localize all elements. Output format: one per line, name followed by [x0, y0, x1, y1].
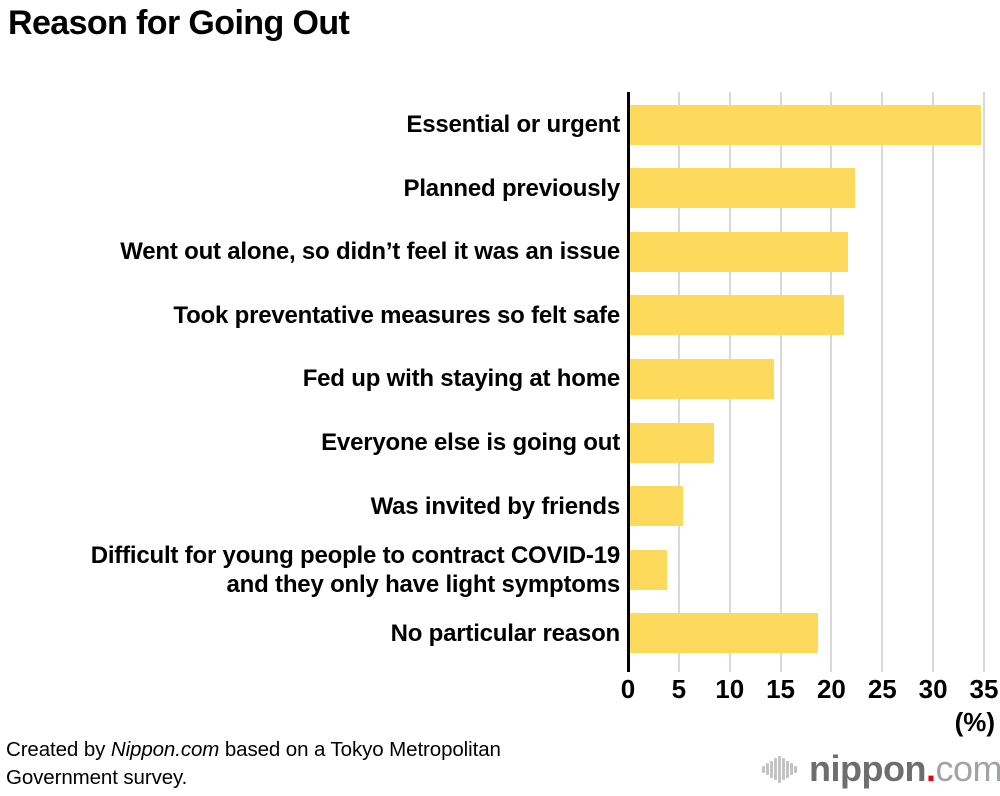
bar: [630, 231, 848, 272]
credit-text: Created by Nippon.com based on a Tokyo M…: [6, 736, 501, 791]
bar: [630, 486, 683, 527]
category-label: Went out alone, so didn’t feel it was an…: [120, 238, 620, 266]
category-label: Planned previously: [403, 174, 621, 202]
nippon-logo: nippon.com: [762, 746, 1000, 792]
x-tick-label: 25: [867, 674, 897, 704]
gridline: [881, 92, 884, 672]
logo-name: nippon: [809, 748, 926, 789]
bar: [630, 168, 855, 209]
logo-tld: com: [935, 748, 1000, 789]
bar: [630, 613, 819, 654]
credit-line1-suffix: based on a Tokyo Metropolitan: [219, 738, 501, 761]
sound-wave-bars-icon: [762, 755, 798, 783]
category-label: Was invited by friends: [370, 492, 621, 520]
gridline: [779, 92, 782, 672]
credit-brand: Nippon.com: [110, 738, 220, 761]
x-axis-unit-label: (%): [954, 707, 995, 737]
page-title: Reason for Going Out: [8, 4, 350, 42]
bar: [630, 104, 981, 145]
bar: [630, 359, 775, 399]
x-tick-label: 10: [715, 674, 745, 704]
category-label: Fed up with staying at home: [302, 365, 620, 393]
gridline: [932, 92, 935, 672]
bar: [630, 422, 715, 463]
x-tick-label: 35: [969, 674, 999, 704]
credit-line2: Government survey.: [6, 765, 188, 789]
x-tick-label: 20: [816, 674, 846, 704]
gridline: [830, 92, 833, 672]
category-label: Difficult for young people to contract C…: [90, 541, 620, 598]
category-label: Took preventative measures so felt safe: [173, 301, 620, 329]
bar: [630, 295, 844, 336]
x-tick-label: 5: [671, 674, 687, 704]
credit-prefix: Created by: [6, 738, 111, 761]
category-label: No particular reason: [390, 619, 621, 647]
logo-dot: .: [925, 748, 936, 789]
x-tick-label: 15: [766, 674, 796, 704]
bar: [630, 549, 667, 590]
category-label: Essential or urgent: [406, 111, 620, 139]
logo-text: nippon.com: [809, 751, 1000, 787]
category-label: Everyone else is going out: [321, 429, 620, 457]
x-tick-label: 0: [620, 674, 636, 704]
y-axis-line: [627, 92, 630, 672]
gridline: [983, 92, 985, 672]
x-tick-label: 30: [918, 674, 948, 704]
